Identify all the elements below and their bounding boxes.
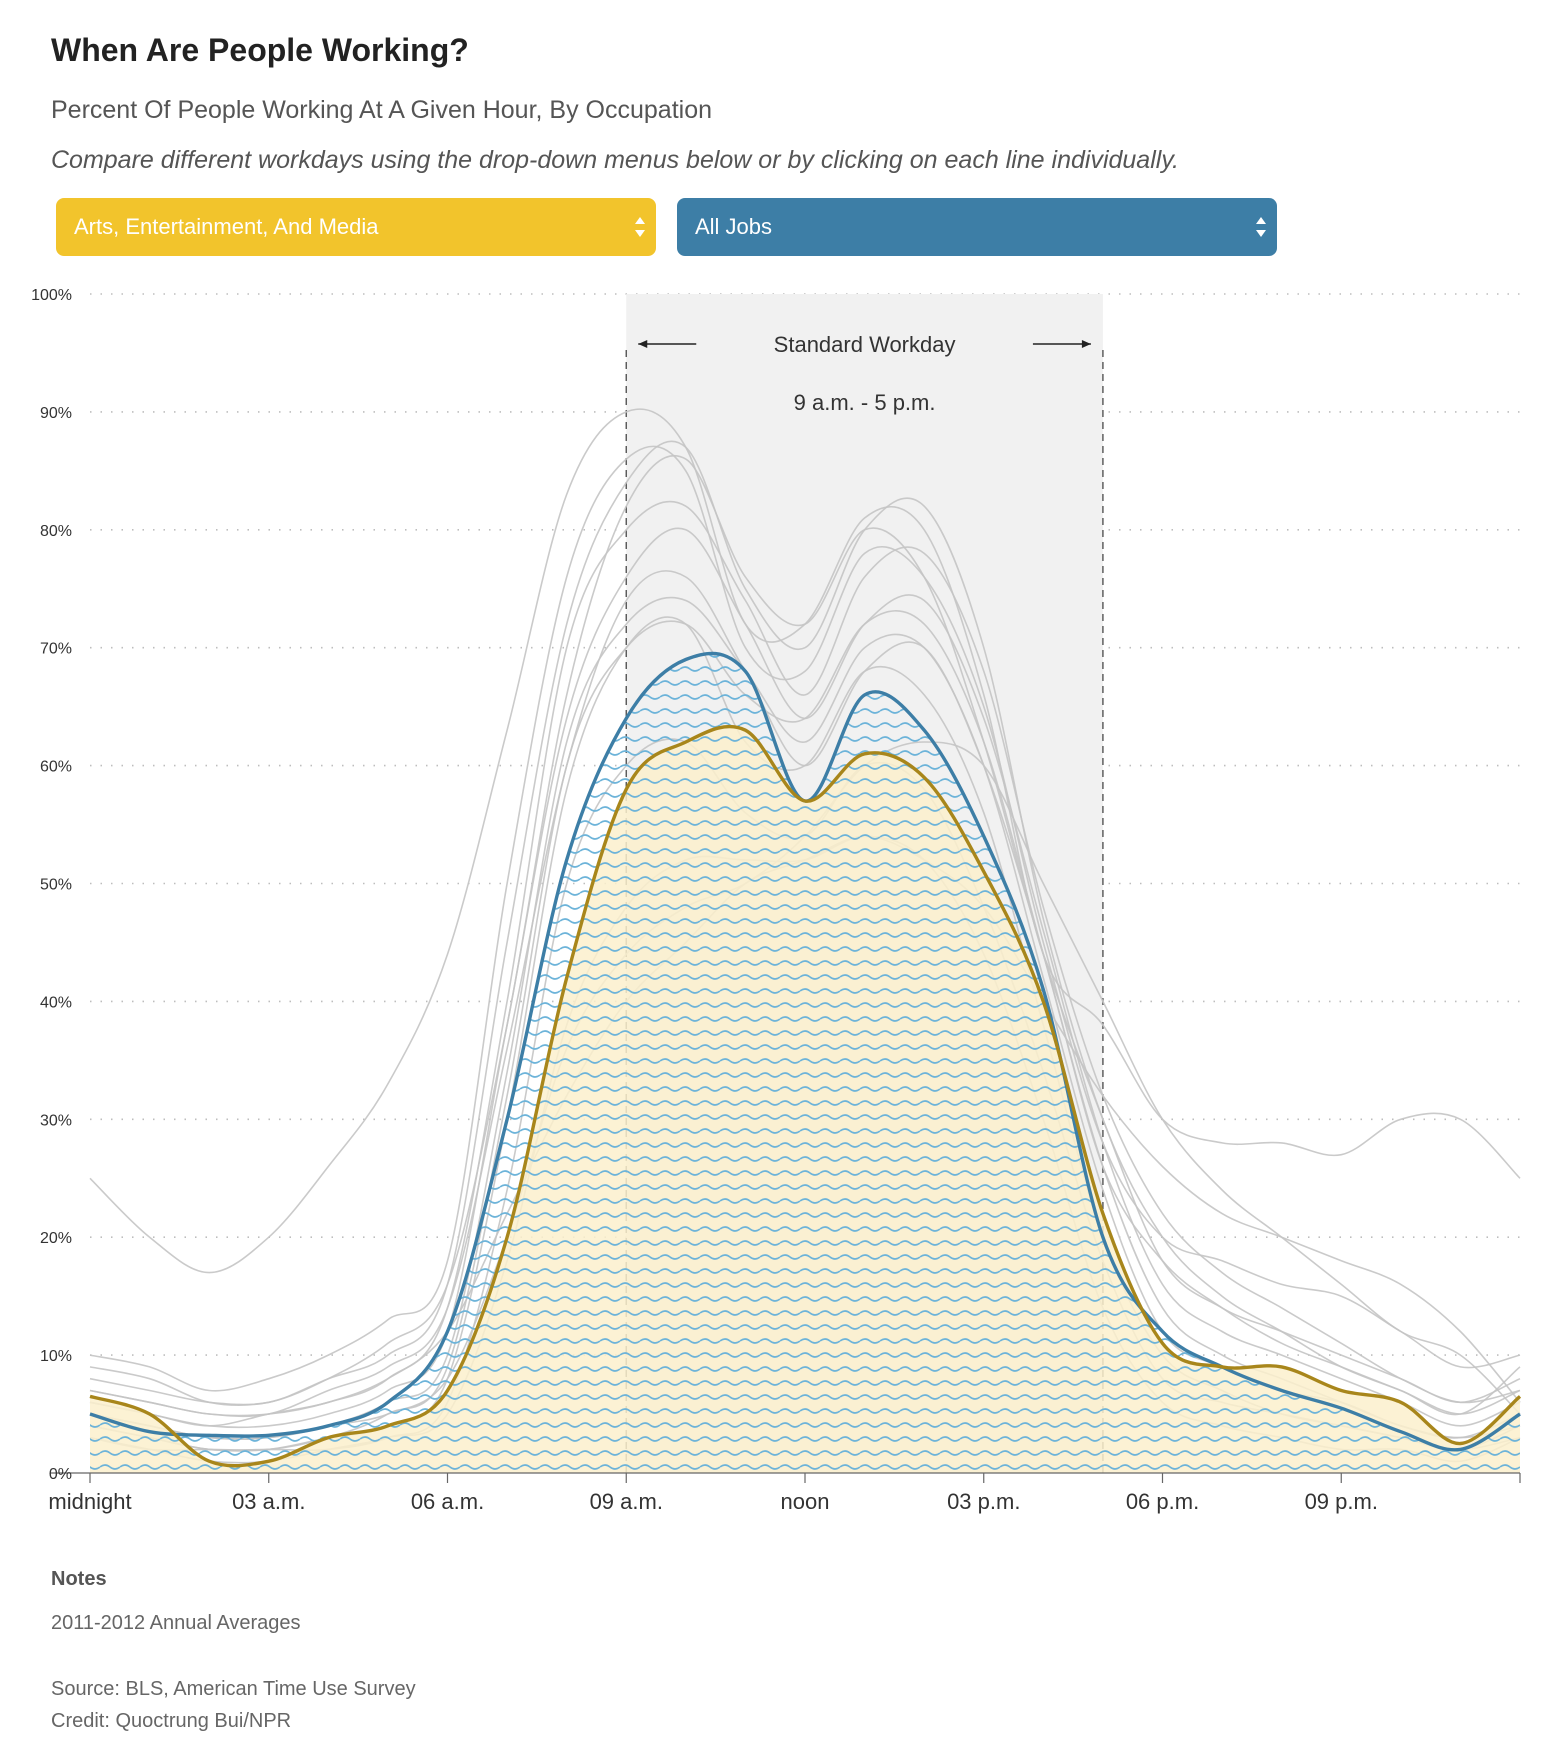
x-tick-label: noon	[781, 1489, 830, 1514]
workday-range: 9 a.m. - 5 p.m.	[794, 390, 936, 415]
x-tick-label: 03 p.m.	[947, 1489, 1020, 1514]
y-tick-label: 50%	[40, 877, 72, 894]
line-chart: Standard Workday 9 a.m. - 5 p.m. midnight…	[31, 287, 1522, 1514]
arts-series-line	[89, 724, 1522, 1468]
occupation-a-select[interactable]: Arts, Entertainment, And Media	[56, 198, 656, 256]
workday-label: Standard Workday	[774, 332, 956, 357]
y-tick-label: 70%	[40, 641, 72, 658]
x-tick-label: midnight	[48, 1489, 131, 1514]
all-jobs-series-area	[90, 653, 1520, 1473]
y-tick-label: 100%	[31, 287, 72, 304]
background-series-line	[89, 570, 1521, 1418]
y-tick-label: 30%	[40, 1112, 72, 1129]
y-tick-label: 90%	[40, 405, 72, 422]
background-series-line	[89, 445, 1521, 1392]
occupation-b-selected: All Jobs	[695, 214, 773, 239]
notes-text: 2011-2012 Annual Averages	[51, 1612, 301, 1634]
x-tick-label: 09 p.m.	[1305, 1489, 1378, 1514]
select-arrows-icon	[1255, 215, 1267, 239]
occupation-b-select[interactable]: All Jobs	[677, 198, 1277, 256]
y-tick-label: 40%	[40, 994, 72, 1011]
x-tick-label: 06 a.m.	[411, 1489, 484, 1514]
left-arrowhead-icon	[638, 340, 648, 348]
y-tick-label: 0%	[49, 1466, 72, 1483]
y-tick-label: 60%	[40, 759, 72, 776]
background-series-line	[89, 408, 1521, 1274]
occupation-a-selected: Arts, Entertainment, And Media	[74, 214, 379, 239]
y-tick-label: 80%	[40, 523, 72, 540]
background-series-line	[89, 454, 1521, 1406]
notes-heading: Notes	[51, 1568, 107, 1590]
credit-text: Credit: Quoctrung Bui/NPR	[51, 1710, 292, 1732]
background-series-line	[89, 440, 1521, 1416]
instruction-text: Compare different workdays using the dro…	[51, 146, 1179, 174]
y-tick-label: 10%	[40, 1348, 72, 1365]
source-text: Source: BLS, American Time Use Survey	[51, 1678, 416, 1700]
select-arrows-icon	[634, 215, 646, 239]
chart-subtitle: Percent Of People Working At A Given Hou…	[51, 96, 712, 124]
axis-layer: midnight 03 a.m. 06 a.m. 09 a.m. noon 03 p.m.…	[31, 287, 1521, 1514]
page-title: When Are People Working?	[51, 32, 469, 68]
y-tick-label: 20%	[40, 1230, 72, 1247]
highlighted-series-layer	[89, 651, 1522, 1473]
x-tick-label: 06 p.m.	[1126, 1489, 1199, 1514]
right-arrowhead-icon	[1081, 340, 1091, 348]
x-tick-label: 03 a.m.	[232, 1489, 305, 1514]
x-tick-label: 09 a.m.	[590, 1489, 663, 1514]
background-series-line	[89, 527, 1521, 1429]
